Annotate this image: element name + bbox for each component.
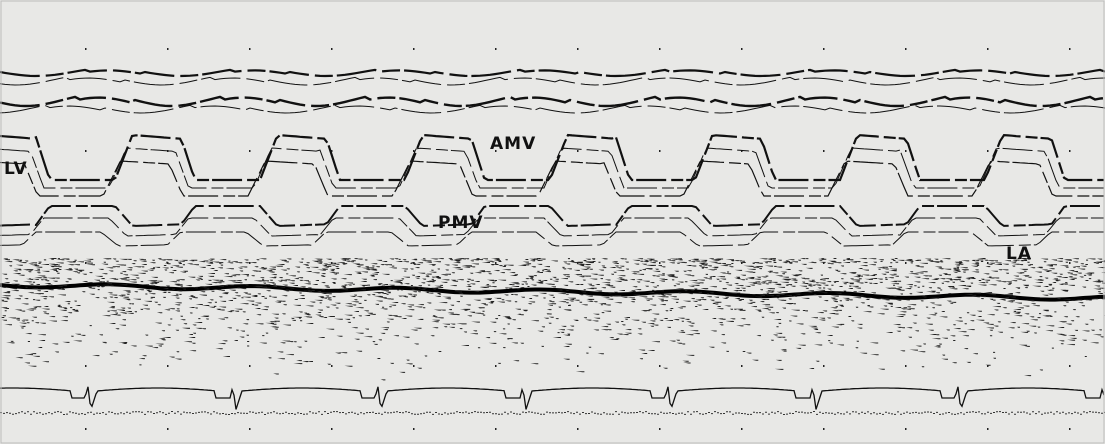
valve-trace [0, 147, 1104, 189]
ecg-baseline [0, 411, 1105, 415]
label-lv: LV [4, 159, 28, 179]
ecg-trace [0, 386, 1105, 410]
wall-trace [0, 95, 1105, 108]
wall-trace [0, 68, 1105, 78]
valve-trace [0, 217, 1104, 237]
valve-trace [0, 231, 1104, 247]
valve-trace [0, 133, 1104, 182]
valve-trace [0, 205, 1104, 228]
speckle [0, 258, 1105, 381]
wall-trace [0, 76, 1105, 86]
echo-traces [0, 48, 1105, 430]
wall-trace [0, 104, 1105, 114]
label-pmv: PMV [438, 213, 484, 233]
label-amv: AMV [490, 134, 536, 154]
label-la: LA [1006, 244, 1032, 264]
valve-trace [0, 160, 1104, 197]
